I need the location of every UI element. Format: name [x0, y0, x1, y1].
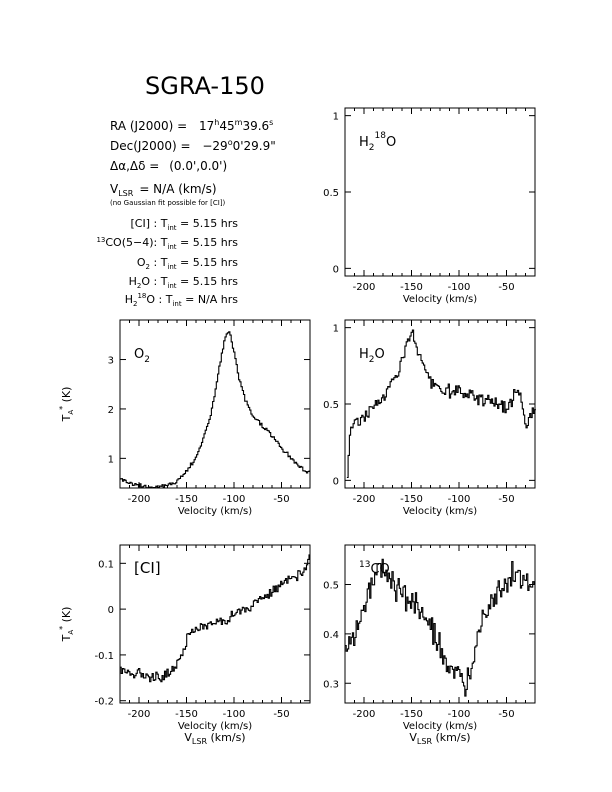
- vlsr-line: VLSR = N/A (km/s): [110, 182, 217, 198]
- spectrum-line-h2o: [346, 329, 536, 479]
- y-tick-label: 0.3: [323, 679, 339, 690]
- x-tick-label: -100: [223, 494, 246, 505]
- x-tick-label: -100: [448, 494, 471, 505]
- y-tick-label: 0.5: [323, 581, 339, 592]
- y-tick-label: 0.4: [323, 630, 339, 641]
- ra-line: RA (J2000) = 17h45m39.6s: [110, 118, 273, 133]
- tint-ci: [CI] : Tint = 5.15 hrs: [130, 217, 238, 232]
- x-tick-label: -200: [128, 494, 151, 505]
- offset-line: Δα,Δδ = (0.0',0.0'): [110, 159, 227, 173]
- x-tick-label: -200: [353, 282, 376, 293]
- y-tick-label: 1: [333, 112, 339, 123]
- x-tick-label: -200: [128, 709, 151, 720]
- panel-label: O2: [134, 347, 150, 365]
- y-tick-label: 0.5: [323, 400, 339, 411]
- x-tick-label: -150: [400, 282, 423, 293]
- x-tick-label: -50: [498, 282, 514, 293]
- y-tick-label: -0.1: [94, 651, 114, 662]
- x-axis-label: Velocity (km/s): [403, 506, 477, 517]
- spectrum-line-co: [345, 558, 536, 697]
- tint-h218o: H218O : Tint = N/A hrs: [125, 292, 239, 308]
- x-tick-label: -200: [353, 709, 376, 720]
- y-tick-label: 3: [108, 356, 114, 367]
- x-tick-label: -200: [353, 494, 376, 505]
- spectrum-line-o2: [120, 331, 311, 489]
- vlsr-axis-label: VLSR (km/s): [409, 731, 470, 746]
- y-axis-label: TA* (K): [58, 387, 75, 423]
- y-tick-label: 0.5: [323, 188, 339, 199]
- plot-frame: [119, 319, 311, 489]
- x-tick-label: -150: [400, 494, 423, 505]
- x-tick-label: -100: [448, 282, 471, 293]
- panel-co: -200 -150 -100 -50 0.3 0.4 0.5 Velocity (km/s)V…: [323, 544, 536, 746]
- panel-ci: -200 -150 -100 -50 -0.2 -0.1 0 0.1 Velocity (km/…: [58, 544, 311, 746]
- panel-label: [CI]: [134, 559, 161, 577]
- panel-h218o: -200 -150 -100 -50 0 0.5 1 Velocity (km/s) H218O: [323, 107, 536, 305]
- spectrum-line-ci: [120, 554, 311, 683]
- panel-label: H218O: [359, 131, 396, 153]
- panel-h2o: -200 -150 -100 -50 0 0.5 1 Velocity (km/s) H2O: [323, 319, 536, 517]
- y-tick-label: 0: [108, 605, 114, 616]
- page-title: SGRA-150: [145, 72, 265, 100]
- x-axis-label: Velocity (km/s): [403, 294, 477, 305]
- x-tick-label: -50: [273, 494, 289, 505]
- y-tick-label: -0.2: [94, 697, 114, 708]
- y-tick-label: 0: [333, 264, 339, 275]
- vlsr-axis-label: VLSR (km/s): [184, 731, 245, 746]
- x-axis-label: Velocity (km/s): [178, 506, 252, 517]
- dec-line: Dec(J2000) = −29o0'29.9": [110, 138, 276, 153]
- y-tick-label: 0: [333, 476, 339, 487]
- x-tick-label: -100: [223, 709, 246, 720]
- panel-label: H2O: [359, 347, 385, 365]
- y-tick-label: 0.1: [98, 559, 114, 570]
- y-tick-label: 2: [108, 405, 114, 416]
- plot-frame: [344, 319, 536, 489]
- x-tick-label: -150: [400, 709, 423, 720]
- y-axis-label: TA* (K): [58, 607, 75, 643]
- tint-o2: O2 : Tint = 5.15 hrs: [137, 256, 238, 271]
- x-tick-label: -50: [273, 709, 289, 720]
- y-tick-label: 1: [108, 454, 114, 465]
- panel-o2: -200 -150 -100 -50 1 2 3 Velocity (km/s) TA* (K)…: [58, 319, 311, 517]
- tint-13co: 13CO(5−4): Tint = 5.15 hrs: [96, 236, 238, 251]
- x-tick-label: -50: [498, 709, 514, 720]
- y-tick-label: 1: [333, 324, 339, 335]
- x-tick-label: -50: [498, 494, 514, 505]
- x-axis-label: Velocity (km/s): [178, 721, 252, 732]
- x-tick-label: -100: [448, 709, 471, 720]
- x-tick-label: -150: [175, 494, 198, 505]
- tint-h2o: H2O : Tint = 5.15 hrs: [129, 275, 239, 290]
- plot-frame: [344, 107, 536, 277]
- x-tick-label: -150: [175, 709, 198, 720]
- vlsr-note: (no Gaussian fit possible for [CI]): [110, 199, 226, 207]
- x-axis-label: Velocity (km/s): [403, 721, 477, 732]
